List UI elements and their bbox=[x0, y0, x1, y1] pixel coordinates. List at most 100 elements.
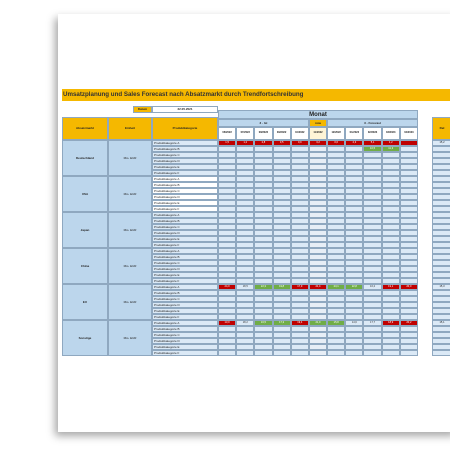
value-cell bbox=[272, 212, 291, 218]
value-cell bbox=[236, 278, 255, 284]
value-cell bbox=[272, 170, 291, 176]
value-cell bbox=[381, 332, 400, 338]
value-cell bbox=[272, 176, 291, 182]
value-cell bbox=[254, 296, 273, 302]
value-cell bbox=[399, 266, 418, 272]
value-cell bbox=[236, 182, 255, 188]
value-cell bbox=[345, 314, 364, 320]
title-band: Umsatzplanung und Sales Forecast nach Ab… bbox=[62, 89, 450, 101]
unit-header: Einheit bbox=[108, 117, 152, 140]
value-cell bbox=[345, 176, 364, 182]
value-cell bbox=[290, 224, 309, 230]
value-cell bbox=[218, 260, 237, 266]
value-cell bbox=[254, 350, 273, 356]
extra-cell bbox=[432, 338, 450, 344]
value-cell bbox=[254, 248, 273, 254]
value-cell bbox=[345, 326, 364, 332]
value-cell bbox=[218, 338, 237, 344]
value-cell bbox=[381, 350, 400, 356]
value-cell bbox=[272, 158, 291, 164]
value-cell bbox=[218, 194, 237, 200]
extra-cell bbox=[432, 326, 450, 332]
value-cell bbox=[345, 278, 364, 284]
category: Produktkategorie F bbox=[152, 278, 218, 284]
value-cell bbox=[290, 332, 309, 338]
value-cell bbox=[218, 188, 237, 194]
value-cell bbox=[308, 254, 328, 260]
value-cell bbox=[308, 296, 328, 302]
value-cell bbox=[363, 212, 382, 218]
unit: Mio. EUR bbox=[108, 320, 152, 356]
category: Produktkategorie D bbox=[152, 302, 218, 308]
value-cell bbox=[254, 200, 273, 206]
value-cell bbox=[381, 326, 400, 332]
category: Produktkategorie E bbox=[152, 236, 218, 242]
value-cell bbox=[363, 308, 382, 314]
value-cell: 16,5 bbox=[254, 320, 273, 326]
value-cell bbox=[363, 170, 382, 176]
value-cell bbox=[308, 170, 328, 176]
month-label: 09/2022 bbox=[272, 127, 291, 140]
value-cell bbox=[290, 188, 309, 194]
value-cell bbox=[327, 260, 346, 266]
category: Produktkategorie C bbox=[152, 296, 218, 302]
value-cell bbox=[272, 296, 291, 302]
value-cell bbox=[236, 164, 255, 170]
value-cell bbox=[327, 296, 346, 302]
value-cell bbox=[345, 332, 364, 338]
value-cell bbox=[290, 338, 309, 344]
value-cell bbox=[254, 302, 273, 308]
value-cell: 4,3 bbox=[345, 140, 364, 146]
value-cell bbox=[363, 272, 382, 278]
value-cell: 21,4 bbox=[308, 284, 328, 290]
value-cell bbox=[308, 182, 328, 188]
value-cell bbox=[218, 248, 237, 254]
value-cell bbox=[345, 218, 364, 224]
extra-cell bbox=[432, 344, 450, 350]
value-cell bbox=[381, 188, 400, 194]
value-cell bbox=[399, 200, 418, 206]
extra-cell: 15,2 bbox=[432, 140, 450, 146]
value-cell bbox=[381, 296, 400, 302]
value-cell bbox=[399, 194, 418, 200]
value-cell bbox=[345, 194, 364, 200]
month-label: 12/2022 bbox=[327, 127, 346, 140]
extra-cell bbox=[432, 260, 450, 266]
value-cell bbox=[254, 314, 273, 320]
value-cell bbox=[381, 206, 400, 212]
value-cell bbox=[327, 272, 346, 278]
month-label: 06/2022 bbox=[218, 127, 237, 140]
value-cell bbox=[308, 266, 328, 272]
value-cell bbox=[290, 200, 309, 206]
month-label: 03/2023 bbox=[381, 127, 400, 140]
value-cell bbox=[308, 236, 328, 242]
extra-cell bbox=[432, 170, 450, 176]
value-cell bbox=[327, 350, 346, 356]
extra-cell bbox=[432, 314, 450, 320]
value-cell bbox=[399, 152, 418, 158]
value-cell bbox=[363, 332, 382, 338]
value-cell bbox=[308, 278, 328, 284]
value-cell bbox=[236, 260, 255, 266]
value-cell bbox=[381, 236, 400, 242]
value-cell bbox=[254, 212, 273, 218]
category: Produktkategorie C bbox=[152, 188, 218, 194]
value-cell bbox=[236, 212, 255, 218]
value-cell bbox=[308, 188, 328, 194]
extra-cell bbox=[432, 254, 450, 260]
market-header: Absatzmarkt bbox=[62, 117, 108, 140]
value-cell: 19,1 bbox=[381, 284, 400, 290]
value-cell bbox=[345, 158, 364, 164]
value-cell bbox=[218, 314, 237, 320]
market-name: Sonstige bbox=[62, 320, 108, 356]
category: Produktkategorie A bbox=[152, 320, 218, 326]
value-cell bbox=[363, 218, 382, 224]
value-cell bbox=[345, 260, 364, 266]
value-cell bbox=[345, 212, 364, 218]
extra-cell bbox=[432, 200, 450, 206]
value-cell bbox=[327, 290, 346, 296]
unit: Mio. EUR bbox=[108, 212, 152, 248]
extra-cell bbox=[432, 308, 450, 314]
value-cell bbox=[254, 230, 273, 236]
value-cell bbox=[308, 164, 328, 170]
